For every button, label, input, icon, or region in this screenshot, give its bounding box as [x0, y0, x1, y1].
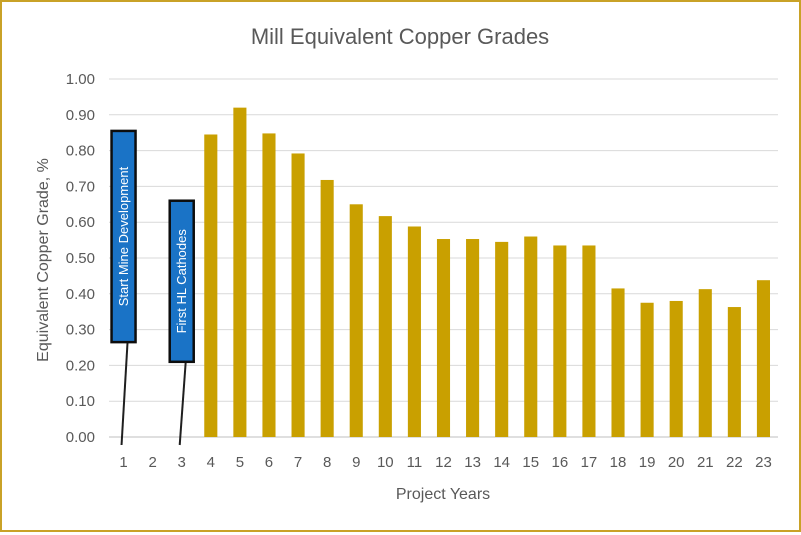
- bar-year-19: [640, 302, 654, 437]
- annotation-leader-line: [120, 342, 129, 446]
- bar-year-4: [204, 134, 218, 438]
- x-tick-label: 13: [464, 454, 481, 471]
- x-tick-label: 19: [639, 454, 656, 471]
- bars: [204, 107, 771, 438]
- y-tick-label: 0.80: [66, 143, 95, 160]
- bar-year-13: [466, 239, 480, 437]
- x-tick-label: 8: [323, 454, 331, 471]
- bar-year-16: [553, 245, 567, 437]
- x-tick-label: 23: [755, 454, 772, 471]
- bar-year-6: [262, 133, 276, 437]
- bar-year-5: [233, 107, 247, 437]
- x-tick-label: 20: [668, 454, 685, 471]
- x-tick-label: 16: [552, 454, 569, 471]
- bar-year-14: [495, 241, 509, 437]
- annotation-leader-line: [178, 361, 187, 446]
- x-tick-label: 5: [236, 454, 244, 471]
- y-tick-label: 0.50: [66, 250, 95, 267]
- annotation-label: Start Mine Development: [116, 166, 131, 306]
- bar-year-21: [698, 289, 712, 437]
- y-tick-label: 0.90: [66, 107, 95, 124]
- bar-year-23: [756, 280, 771, 437]
- bar-year-9: [349, 204, 363, 437]
- x-axis-label: Project Years: [396, 486, 490, 503]
- annotations: Start Mine Development First HL Cathodes: [110, 129, 195, 446]
- bar-year-20: [669, 300, 683, 437]
- bar-year-17: [582, 245, 596, 437]
- y-tick-label: 0.40: [66, 286, 95, 303]
- y-axis-ticks: 0.00 0.10 0.20 0.30 0.40 0.50 0.60 0.70 0.80 0.90…: [66, 71, 95, 446]
- y-tick-label: 0.70: [66, 178, 95, 195]
- x-axis-ticks: 1 2 3 4 5 6 7 8 9 10 11 12 13 14 15 16 17 18 19 20 21 22 23: [119, 454, 771, 471]
- y-tick-label: 0.30: [66, 322, 95, 339]
- y-tick-label: 0.60: [66, 214, 95, 231]
- bar-year-8: [320, 179, 334, 437]
- x-tick-label: 10: [377, 454, 394, 471]
- x-tick-label: 2: [148, 454, 156, 471]
- x-tick-label: 12: [435, 454, 452, 471]
- bar-year-7: [291, 153, 305, 438]
- annotation-box: [110, 129, 137, 344]
- y-tick-label: 0.20: [66, 357, 95, 374]
- x-tick-label: 1: [119, 454, 127, 471]
- x-tick-label: 9: [352, 454, 360, 471]
- x-tick-label: 22: [726, 454, 743, 471]
- x-tick-label: 15: [522, 454, 539, 471]
- chart-title: Mill Equivalent Copper Grades: [251, 24, 549, 49]
- x-tick-label: 18: [610, 454, 627, 471]
- y-axis-label: Equivalent Copper Grade, %: [35, 158, 52, 362]
- x-tick-label: 17: [581, 454, 598, 471]
- x-tick-label: 3: [178, 454, 186, 471]
- bar-year-11: [407, 226, 421, 437]
- bar-year-22: [727, 307, 741, 437]
- x-tick-label: 21: [697, 454, 714, 471]
- x-tick-label: 7: [294, 454, 302, 471]
- bar-year-10: [378, 216, 392, 437]
- x-tick-label: 4: [207, 454, 215, 471]
- x-tick-label: 6: [265, 454, 273, 471]
- annotation-label: First HL Cathodes: [174, 229, 189, 334]
- bar-year-18: [611, 288, 625, 437]
- y-tick-label: 0.10: [66, 393, 95, 410]
- annotation-box: [168, 199, 195, 364]
- x-tick-label: 11: [407, 454, 423, 471]
- bar-year-12: [436, 239, 451, 437]
- y-tick-label: 1.00: [66, 71, 95, 88]
- x-tick-label: 14: [493, 454, 510, 471]
- bar-year-15: [524, 236, 538, 437]
- y-tick-label: 0.00: [66, 429, 95, 446]
